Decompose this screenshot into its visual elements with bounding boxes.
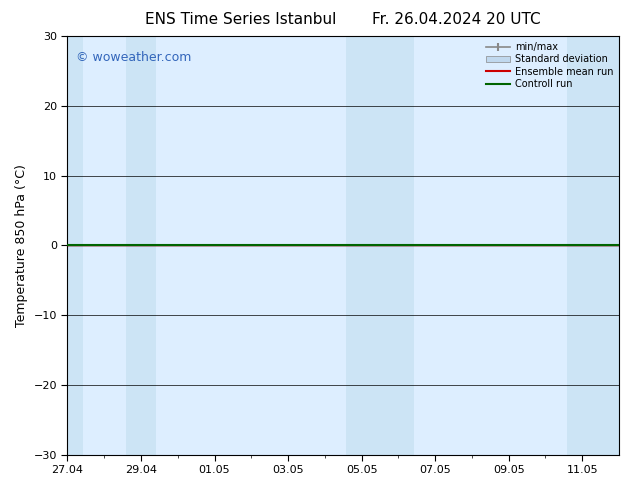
Bar: [567, 36, 619, 455]
Text: © woweather.com: © woweather.com: [75, 51, 191, 64]
Y-axis label: Temperature 850 hPa (°C): Temperature 850 hPa (°C): [15, 164, 28, 327]
Bar: [126, 36, 157, 455]
Bar: [346, 36, 414, 455]
Text: Fr. 26.04.2024 20 UTC: Fr. 26.04.2024 20 UTC: [372, 12, 541, 27]
Legend: min/max, Standard deviation, Ensemble mean run, Controll run: min/max, Standard deviation, Ensemble me…: [482, 39, 616, 92]
Bar: [67, 36, 83, 455]
Text: ENS Time Series Istanbul: ENS Time Series Istanbul: [145, 12, 337, 27]
